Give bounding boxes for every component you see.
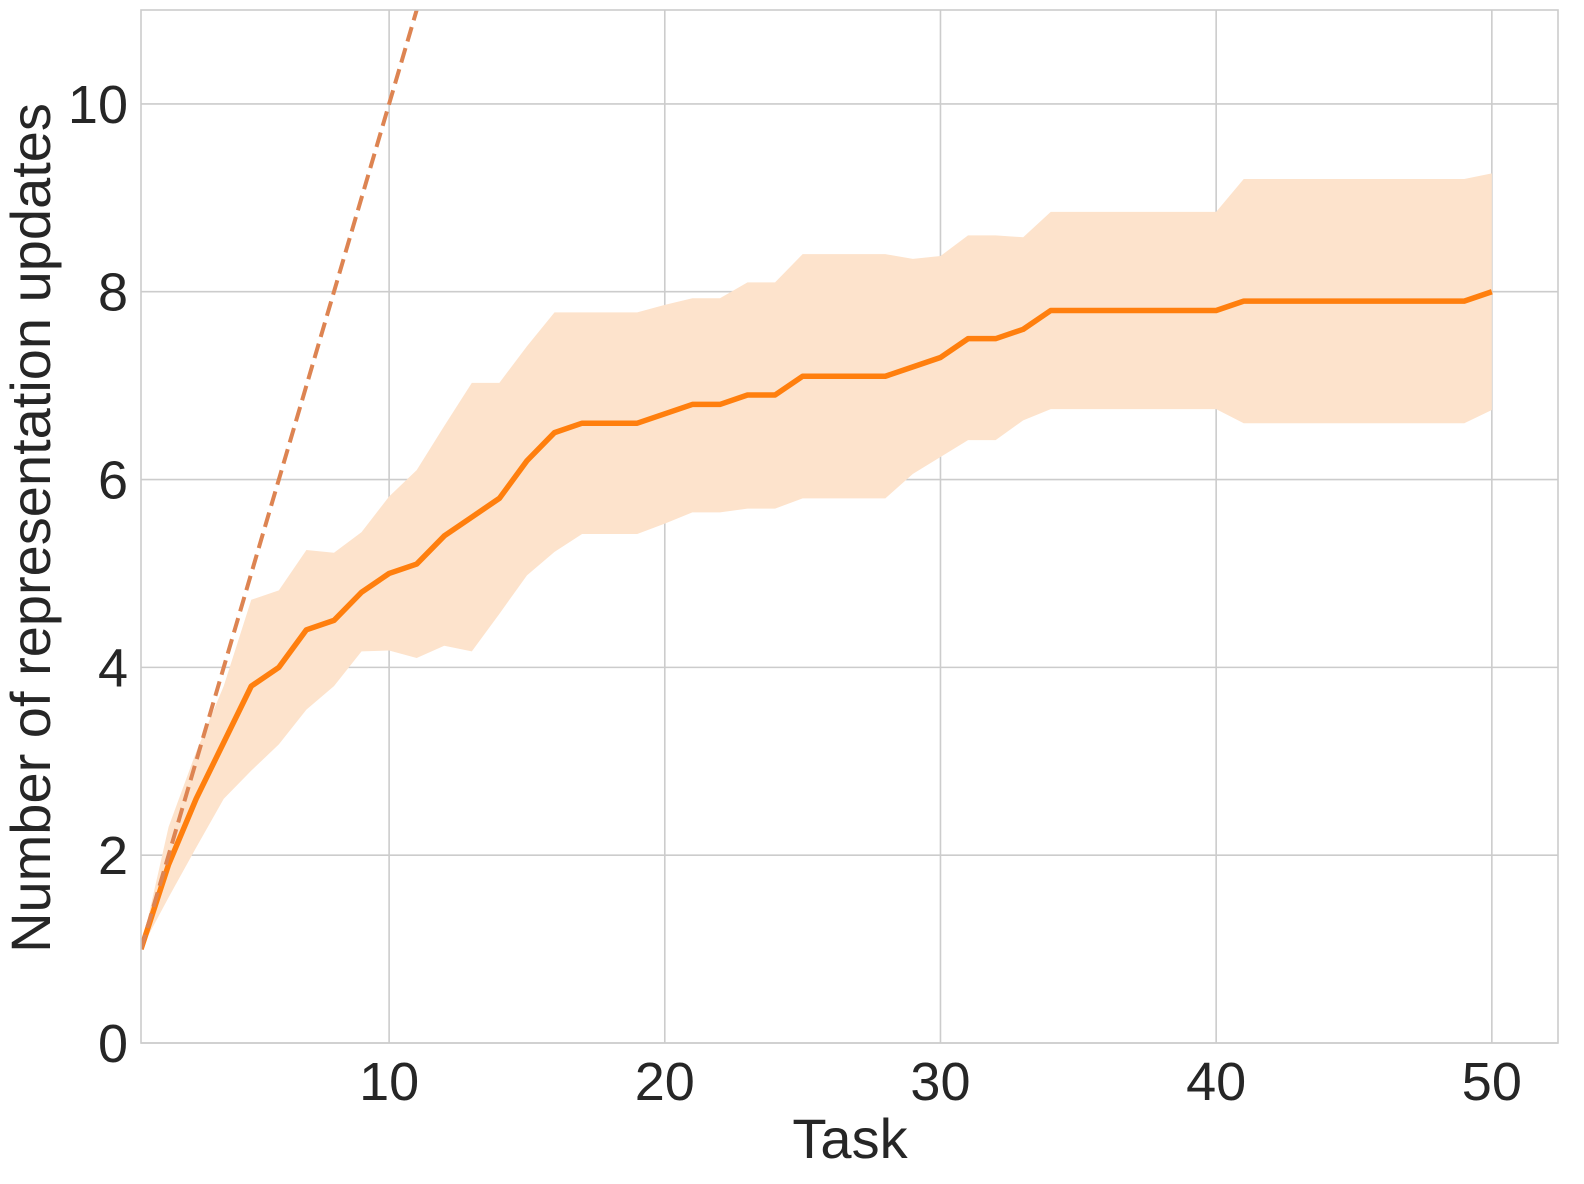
axes-frame [140,9,1559,1044]
x-axis-ticks: 10 20 30 40 50 [359,1052,1522,1112]
grid-lines [141,10,1558,1044]
reference-dashed-line [141,10,419,950]
y-axis-label: Number of representation updates [0,103,62,953]
plot-border [140,9,1559,1044]
y-tick-label: 6 [98,451,128,511]
y-tick-label: 8 [98,263,128,323]
series-lines [141,10,1493,950]
confidence-band [141,173,1492,950]
x-tick-label: 50 [1462,1052,1522,1112]
mean-line [141,289,1493,950]
x-tick-label: 30 [910,1052,970,1112]
y-tick-label: 4 [98,638,128,698]
x-tick-label: 40 [1186,1052,1246,1112]
y-tick-label: 0 [98,1014,128,1074]
x-tick-label: 10 [359,1052,419,1112]
x-axis-label: Task [792,1107,908,1170]
y-axis-ticks: 0 2 4 6 8 10 [68,75,128,1074]
std-band [141,173,1492,950]
x-tick-label: 20 [635,1052,695,1112]
y-tick-label: 10 [68,75,128,135]
y-tick-label: 2 [98,826,128,886]
